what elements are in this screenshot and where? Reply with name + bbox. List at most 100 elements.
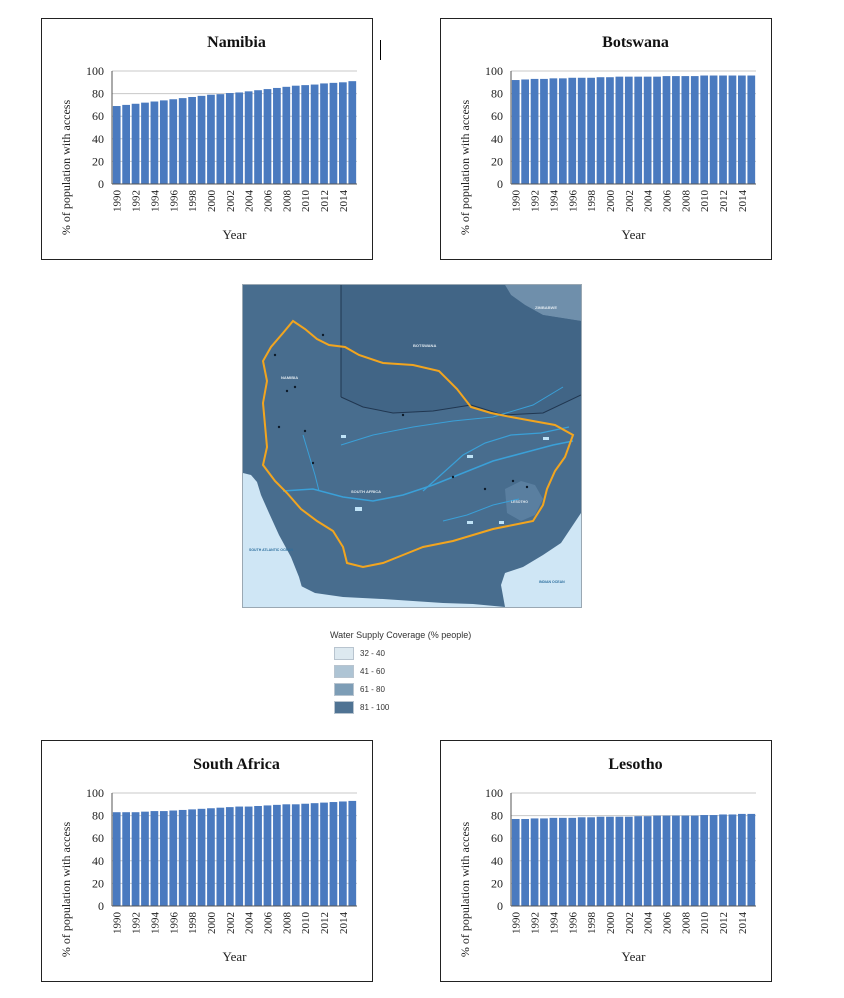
- bar: [747, 813, 756, 906]
- city-marker: [277, 425, 281, 429]
- bar: [690, 76, 699, 184]
- bar: [169, 99, 178, 184]
- basin-map: ZIMBABWE BOTSWANA NAMIBIA SOUTH AFRICA L…: [242, 284, 582, 608]
- bar: [197, 808, 206, 906]
- x-tick-label: 1998: [586, 912, 598, 935]
- bar: [310, 84, 319, 184]
- bar: [719, 814, 727, 906]
- legend-item: 32 - 40: [330, 644, 590, 662]
- y-tick-label: 100: [86, 786, 104, 800]
- water-body: [467, 521, 473, 524]
- bar: [738, 813, 746, 906]
- y-tick-label: 80: [491, 87, 503, 101]
- lesotho-region: [505, 481, 543, 521]
- legend-label: 61 - 80: [360, 684, 385, 694]
- bar: [700, 815, 709, 906]
- bar: [348, 81, 357, 184]
- bar: [273, 87, 281, 184]
- bar: [615, 816, 624, 906]
- bar: [141, 811, 149, 906]
- bar: [606, 77, 614, 184]
- y-tick-label: 60: [491, 831, 503, 845]
- water-body: [341, 435, 346, 438]
- x-axis-label: Year: [622, 227, 647, 242]
- water-body: [543, 437, 549, 440]
- city-marker: [303, 429, 307, 433]
- chart-svg-botswana: Botswana 0 20 40 60 80 100 1990 1992 1994 1996 1998…: [458, 34, 756, 242]
- x-tick-label: 1992: [131, 190, 143, 212]
- bar: [634, 816, 643, 906]
- bar: [568, 817, 577, 906]
- chart-svg-namibia: Namibia 0 20 40 60 80 100 1990 1992 1994 1996 1998 2…: [59, 34, 357, 242]
- bar: [207, 94, 215, 184]
- bar: [263, 89, 272, 184]
- chart-title: Lesotho: [608, 756, 662, 773]
- bar: [112, 812, 121, 906]
- y-tick-label: 20: [491, 876, 503, 890]
- map-label-namibia: NAMIBIA: [281, 375, 298, 380]
- x-tick-label: 1996: [168, 912, 180, 935]
- bar: [141, 102, 149, 184]
- map-legend: Water Supply Coverage (% people) 32 - 40…: [330, 630, 590, 716]
- bar: [624, 76, 633, 184]
- bar: [747, 75, 756, 184]
- bar: [728, 75, 737, 184]
- bar: [728, 814, 737, 906]
- y-axis-label: % of population with access: [458, 822, 472, 958]
- x-tick-label: 1994: [548, 190, 560, 213]
- map-water-bodies: [341, 435, 549, 524]
- bar: [549, 817, 558, 906]
- y-tick-label: 80: [92, 809, 104, 823]
- x-tick-label: 2004: [244, 912, 256, 935]
- x-tick-label: 1994: [548, 912, 560, 935]
- bar: [709, 75, 718, 184]
- water-body: [467, 455, 473, 458]
- bar: [131, 812, 140, 906]
- y-tick-label: 100: [485, 786, 503, 800]
- bar: [587, 817, 595, 906]
- x-tick-label: 1990: [511, 912, 523, 935]
- y-tick-label: 0: [497, 177, 503, 191]
- bar: [521, 818, 529, 906]
- bar: [263, 805, 272, 906]
- x-tick-label: 2012: [718, 912, 730, 934]
- bar: [254, 90, 262, 184]
- chart-title: South Africa: [193, 756, 280, 773]
- x-tick-label: 2010: [699, 190, 711, 213]
- legend-swatch: [334, 682, 354, 696]
- bar: [530, 818, 539, 906]
- bar: [540, 818, 548, 906]
- bar: [653, 815, 661, 906]
- bar: [511, 818, 520, 906]
- y-tick-label: 20: [92, 154, 104, 168]
- legend-label: 41 - 60: [360, 666, 385, 676]
- x-tick-label: 2014: [338, 912, 350, 935]
- legend-item: 41 - 60: [330, 662, 590, 680]
- city-marker: [451, 475, 455, 479]
- bar: [122, 104, 130, 184]
- bar: [301, 85, 310, 184]
- y-tick-label: 20: [491, 154, 503, 168]
- chart-title: Botswana: [602, 34, 669, 51]
- chart-lesotho: Lesotho 0 20 40 60 80 100 1990 1992 1994 1996 1998 2…: [440, 740, 772, 982]
- bar: [169, 810, 178, 906]
- bar: [291, 85, 300, 184]
- bar: [700, 75, 709, 184]
- bar: [329, 802, 338, 906]
- chart-svg-lesotho: Lesotho 0 20 40 60 80 100 1990 1992 1994 1996 1998 2…: [458, 756, 756, 964]
- x-tick-label: 2012: [718, 190, 730, 212]
- y-tick-label: 0: [98, 899, 104, 913]
- y-tick-label: 80: [92, 87, 104, 101]
- bar: [131, 103, 140, 184]
- x-tick-label: 2008: [680, 912, 692, 935]
- country-border-south: [340, 394, 581, 416]
- x-tick-label: 1994: [149, 912, 161, 935]
- x-tick-label: 2012: [319, 190, 331, 212]
- water-body: [499, 521, 504, 524]
- bar: [596, 816, 605, 906]
- city-marker: [321, 333, 325, 337]
- bar: [216, 807, 225, 906]
- bar: [122, 812, 130, 906]
- bar: [624, 816, 633, 906]
- bar: [521, 79, 529, 184]
